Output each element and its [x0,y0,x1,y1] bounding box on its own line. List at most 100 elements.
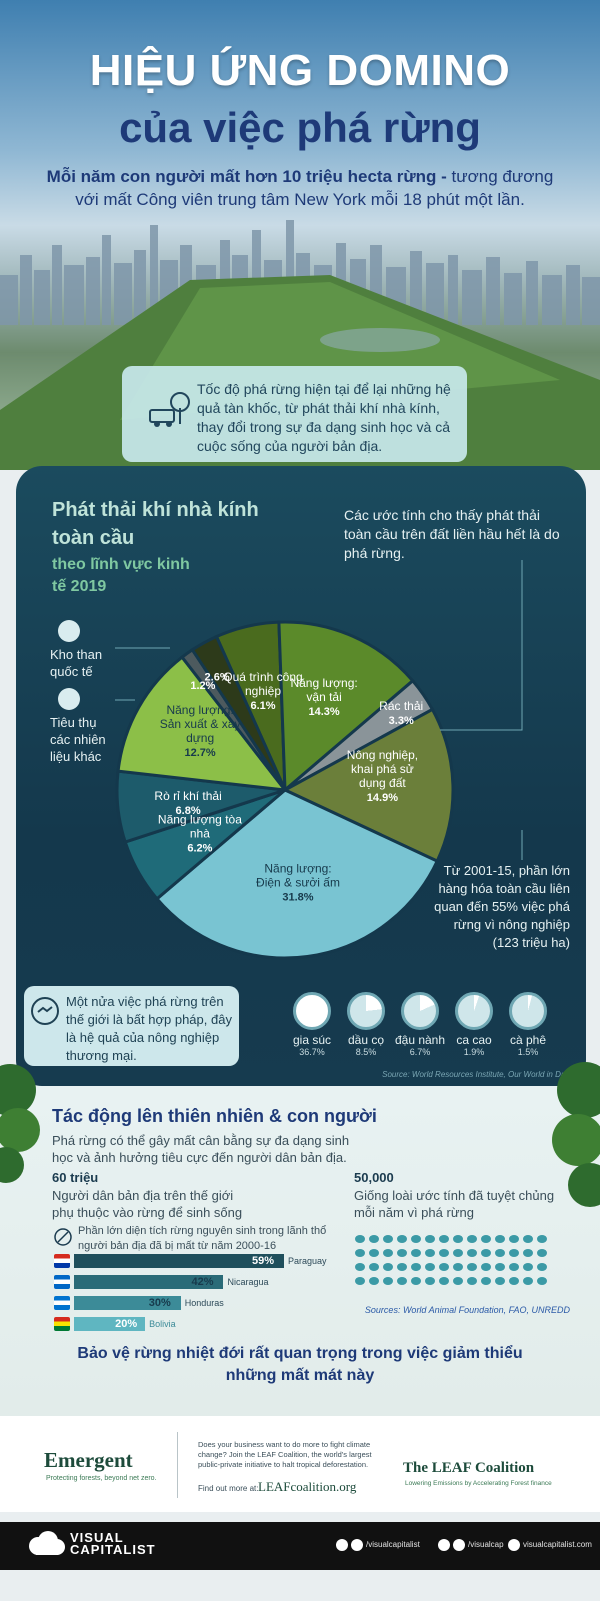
emergent-logo[interactable]: Emergent [44,1448,133,1472]
bar-value-3: 20% [115,1318,138,1330]
species-animal-icon [369,1277,379,1285]
indigenous-stat: 60 triệu [52,1170,99,1185]
species-animal-icon [425,1235,435,1243]
species-animal-icon [495,1277,505,1285]
footer-strip [0,1522,600,1570]
bar-1 [74,1275,224,1289]
youtube-icon [351,1539,363,1551]
commodity-ring-0 [293,992,331,1030]
bar-value-0: 59% [252,1255,275,1267]
chart-subtitle: theo lĩnh vực kinh tế 2019 [52,556,190,595]
social-handle-3: visualcapitalist.com [523,1540,592,1550]
species-animal-icon [523,1277,533,1285]
social-instagram-twitter[interactable]: /visualcap [438,1539,504,1551]
impact-source: Sources: World Animal Foundation, FAO, U… [364,1305,570,1315]
species-animal-icon [537,1263,547,1271]
impact-title: Tác động lên thiên nhiên & con người [52,1106,377,1126]
subtitle-bold: Mỗi năm con người mất hơn 10 triệu hecta… [46,167,447,186]
commodity-name-1: dầu cọ [347,1033,385,1047]
flag-3 [54,1317,70,1331]
flag-2 [54,1296,70,1310]
species-animal-icon [439,1249,449,1257]
species-animal-icon [397,1235,407,1243]
primary-forest-note: Phần lớn diện tích rừng nguyên sinh tron… [78,1225,327,1252]
species-stat: 50,000 [354,1170,394,1185]
commodity-4: cà phê 1.5% [500,992,556,1057]
commodity-name-0: gia súc [292,1033,332,1047]
species-animal-icon [425,1263,435,1271]
commodity-value-3: 1.9% [463,1047,485,1057]
commodity-value-0: 36.7% [299,1047,325,1057]
emergent-tagline: Protecting forests, beyond net zero. [46,1475,157,1482]
species-animal-icon [509,1263,519,1271]
social-handle-1: /visualcapitalist [366,1540,420,1550]
facebook-icon [336,1539,348,1551]
bar-row-3: 20% Bolivia [54,1317,354,1331]
species-animal-icon [495,1263,505,1271]
commodity-ring-3 [455,992,493,1030]
pie-slice-1 [277,620,415,794]
instagram-icon [438,1539,450,1551]
bar-country-0: Paraguay [288,1256,327,1266]
species-animal-icon [439,1235,449,1243]
flag-0 [54,1254,70,1268]
species-animal-icon [537,1235,547,1243]
species-stat-desc: Giống loài ước tính đã tuyệt chủng mỗi n… [354,1188,555,1220]
commodity-0: gia súc 36.7% [284,992,340,1057]
species-animal-icon [369,1235,379,1243]
species-animal-icon [537,1277,547,1285]
commodity-2: đậu nành 6.7% [392,992,448,1057]
title-line2: của việc phá rừng [119,104,481,151]
protect-message: Bảo vệ rừng nhiệt đới rất quan trọng tro… [77,1345,523,1384]
visual-capitalist-logo[interactable]: VISUAL CAPITALIST [70,1530,156,1556]
species-animal-icon [383,1235,393,1243]
species-animal-icon [481,1235,491,1243]
species-animal-icon [411,1263,421,1271]
commodity-ring-4 [509,992,547,1030]
bar-row-0: 59% Paraguay [54,1254,354,1268]
subtitle-rest: tương đương với mất Công viên trung tâm … [75,167,554,209]
pie-slice-4 [154,788,440,960]
bar-row-1: 42% Nicaragua [54,1275,354,1289]
flag-1 [54,1275,70,1289]
commodity-ring-2 [401,992,439,1030]
pie-slice-3 [281,707,455,864]
species-animal-icon [383,1249,393,1257]
commodity-name-3: ca cao [456,1033,492,1047]
commodity-value-1: 8.5% [355,1047,377,1057]
bar-0 [74,1254,284,1268]
bar-2 [74,1296,181,1310]
species-animal-icon [509,1235,519,1243]
social-website[interactable]: visualcapitalist.com [508,1539,592,1551]
species-animal-icon [537,1249,547,1257]
species-animal-icon [453,1235,463,1243]
vc-line1: VISUAL [70,1530,124,1545]
species-animal-icon [383,1277,393,1285]
species-animal-icon [355,1263,365,1271]
leaf-logo[interactable]: The LEAF Coalition [403,1460,535,1476]
species-animal-icon [481,1263,491,1271]
land-emissions-note: Các ước tính cho thấy phát thải toàn cầu… [344,507,560,561]
coal-storage-icon [58,620,80,642]
species-animal-icon [439,1263,449,1271]
chart-title: Phát thải khí nhà kính toàn cầu [52,499,259,549]
species-animal-icon [411,1249,421,1257]
species-animal-icon [425,1277,435,1285]
bar-country-2: Honduras [184,1298,224,1308]
species-animal-icon [453,1249,463,1257]
deforestation-truck-icon [149,392,190,427]
species-animal-icon [453,1277,463,1285]
species-animal-icon [467,1277,477,1285]
pie-slice-7 [116,655,289,792]
bar-3 [74,1317,146,1331]
species-animal-icon [523,1249,533,1257]
social-facebook-youtube[interactable]: /visualcapitalist [336,1539,420,1551]
leaf-link[interactable]: LEAFcoalition.org [258,1479,357,1494]
bar-value-2: 30% [148,1297,171,1309]
handshake-icon [31,997,59,1025]
species-animal-icon [495,1235,505,1243]
title-line1: HIỆU ỨNG DOMINO [89,46,511,95]
species-animal-icon [467,1249,477,1257]
commodity-name-4: cà phê [509,1033,547,1047]
